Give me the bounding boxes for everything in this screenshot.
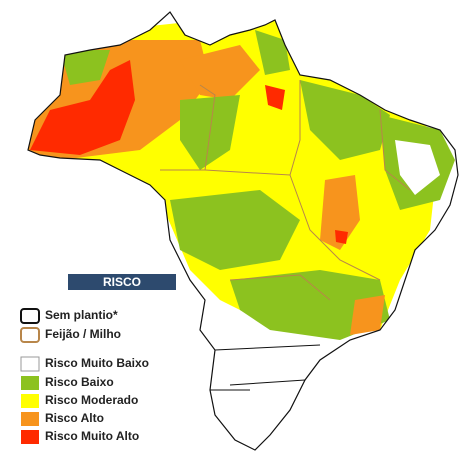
legend-swatch xyxy=(20,356,40,372)
legend-swatch xyxy=(20,308,40,324)
legend-label: Feijão / Milho xyxy=(45,327,121,341)
legend-label: Sem plantio* xyxy=(45,308,118,322)
legend-label: Risco Moderado xyxy=(45,393,138,407)
country-outline xyxy=(27,11,459,451)
legend-swatch xyxy=(21,376,39,390)
legend-title-bar xyxy=(68,274,176,290)
legend-label: Risco Muito Alto xyxy=(45,429,139,443)
legend-swatch xyxy=(21,412,39,426)
legend-label: Risco Alto xyxy=(45,411,104,425)
legend-swatch xyxy=(21,394,39,408)
legend-swatch xyxy=(20,327,40,343)
legend-label: Risco Baixo xyxy=(45,375,114,389)
legend-swatch xyxy=(21,430,39,444)
legend-label: Risco Muito Baixo xyxy=(45,356,149,370)
south-borders xyxy=(210,344,321,391)
state-borders xyxy=(160,80,411,301)
legend-title: RISCO xyxy=(103,275,141,289)
legend: Sem plantio* Feijão / Milho Risco Muito Ba… xyxy=(20,308,149,444)
